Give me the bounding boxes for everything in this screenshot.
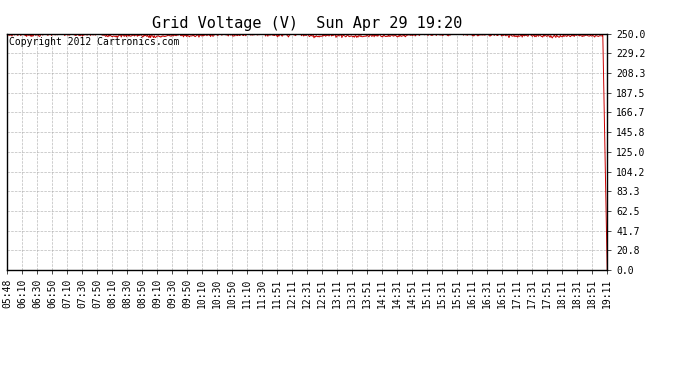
Title: Grid Voltage (V)  Sun Apr 29 19:20: Grid Voltage (V) Sun Apr 29 19:20: [152, 16, 462, 31]
Text: Copyright 2012 Cartronics.com: Copyright 2012 Cartronics.com: [9, 37, 179, 47]
